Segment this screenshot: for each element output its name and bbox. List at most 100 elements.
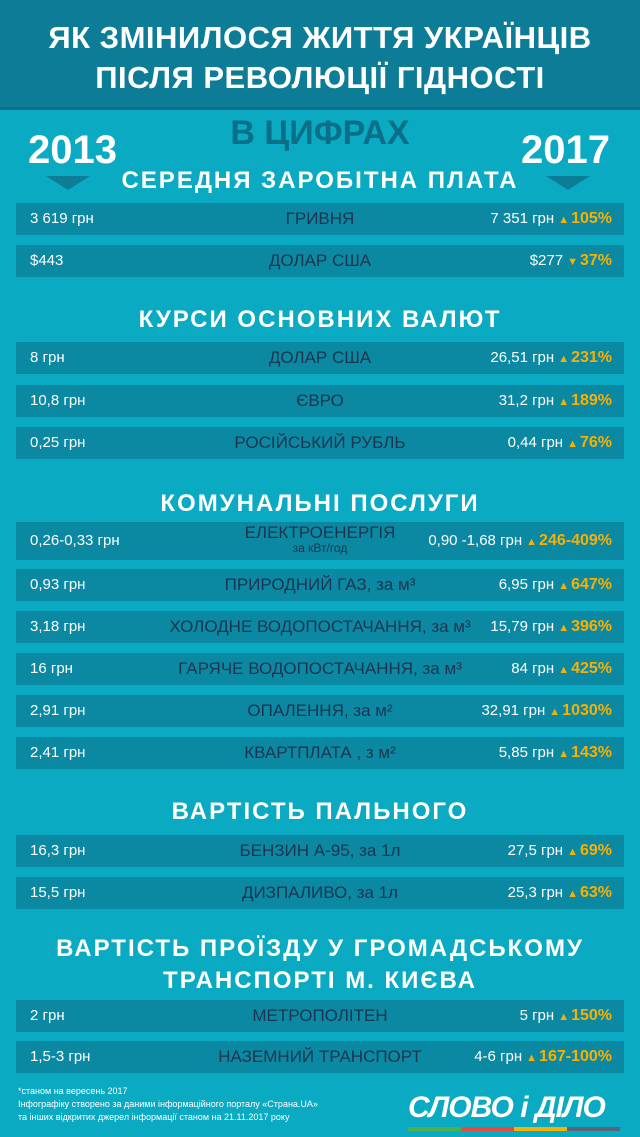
row-label: ДОЛАР США — [16, 251, 624, 271]
footer-notes: *станом на вересень 2017 Інфографіку ств… — [18, 1085, 318, 1124]
value-2013: 15,5 грн — [30, 884, 86, 901]
section-title: СЕРЕДНЯ ЗАРОБІТНА ПЛАТА — [0, 165, 640, 197]
value-2017-group: 15,79 грн ▲ 396% — [490, 618, 612, 636]
label-text: РОСІЙСЬКИЙ РУБЛЬ — [234, 433, 406, 452]
arrow-up-icon: ▲ — [567, 438, 578, 450]
section-title: ВАРТІСТЬ ПАЛЬНОГО — [0, 796, 640, 828]
value-2013: 16 грн — [30, 660, 73, 677]
section-title: ВАРТІСТЬ ПРОЇЗДУ У ГРОМАДСЬКОМУ ТРАНСПОРТ… — [0, 933, 640, 997]
value-2017-group: 5,85 грн ▲ 143% — [499, 744, 612, 762]
arrow-up-icon: ▲ — [526, 536, 538, 548]
value-2017: $277 — [529, 252, 564, 269]
arrow-up-icon: ▲ — [558, 396, 570, 408]
row-label: ОПАЛЕННЯ, за м² — [16, 701, 624, 721]
table-row: 0,93 грн ПРИРОДНИЙ ГАЗ, за м³ 6,95 грн ▲ 6… — [16, 569, 624, 601]
section-title-line: ВАРТІСТЬ ПРОЇЗДУ У ГРОМАДСЬКОМУ — [56, 935, 584, 962]
label-text: БЕНЗИН А-95, за 1л — [239, 841, 401, 860]
value-2013: 0,25 грн — [30, 434, 86, 451]
value-2017: 26,51 грн — [490, 349, 555, 366]
value-2017-group: 25,3 грн ▲ 63% — [508, 884, 612, 902]
value-2017: 5,85 грн — [498, 744, 555, 761]
value-2013: 2,91 грн — [30, 702, 86, 719]
label-text: ХОЛОДНЕ ВОДОПОСТАЧАННЯ, за м³ — [169, 617, 471, 636]
arrow-up-icon: ▲ — [558, 1011, 570, 1023]
label-text: ДИЗПАЛИВО, за 1л — [241, 883, 399, 902]
change-percent: 143% — [571, 744, 612, 761]
change-percent: 63% — [579, 884, 612, 901]
year-left: 2013 — [28, 128, 117, 172]
value-2017-group: 84 грн ▲ 425% — [511, 660, 612, 678]
value-2017: 32,91 грн — [481, 702, 546, 719]
row-label: ХОЛОДНЕ ВОДОПОСТАЧАННЯ, за м³ — [16, 617, 624, 637]
value-2017: 84 грн — [511, 660, 555, 677]
footnote: *станом на вересень 2017 — [18, 1086, 128, 1096]
value-2013: 2 грн — [30, 1007, 65, 1024]
table-row: 8 грн ДОЛАР США 26,51 грн ▲ 231% — [16, 342, 624, 374]
section-title: КОМУНАЛЬНІ ПОСЛУГИ — [0, 488, 640, 520]
label-text: ГАРЯЧЕ ВОДОПОСТАЧАННЯ, за м³ — [178, 659, 462, 678]
value-2017-group: 31,2 грн ▲ 189% — [499, 392, 612, 410]
arrow-up-icon: ▲ — [567, 846, 578, 858]
change-percent: 37% — [579, 252, 612, 269]
arrow-up-icon: ▲ — [567, 888, 578, 900]
table-row: 15,5 грн ДИЗПАЛИВО, за 1л 25,3 грн ▲ 63% — [16, 877, 624, 909]
arrow-up-icon: ▲ — [558, 353, 570, 365]
section-title-line: СЕРЕДНЯ ЗАРОБІТНА ПЛАТА — [121, 167, 519, 194]
triangle-down-icon — [546, 176, 590, 190]
value-2017: 15,79 грн — [490, 618, 555, 635]
value-2013: $443 — [30, 252, 64, 269]
value-2013: 1,5-3 грн — [30, 1048, 91, 1065]
arrow-up-icon: ▲ — [558, 748, 570, 760]
value-2017: 7 351 грн — [490, 210, 555, 227]
label-text: ГРИВНЯ — [285, 209, 355, 228]
label-text: КВАРТПЛАТА , з м² — [244, 743, 396, 762]
change-percent: 1030% — [562, 702, 612, 719]
table-row: 0,25 грн РОСІЙСЬКИЙ РУБЛЬ 0,44 грн ▲ 76% — [16, 427, 624, 459]
triangle-down-icon — [46, 176, 90, 190]
source-note: та інших відкритих джерел інформації ста… — [18, 1112, 290, 1122]
arrow-up-icon: ▲ — [558, 580, 570, 592]
value-2017: 27,5 грн — [507, 842, 564, 859]
label-text: ЄВРО — [296, 391, 344, 410]
change-percent: 105% — [571, 210, 612, 227]
row-label: КВАРТПЛАТА , з м² — [16, 743, 624, 763]
value-2013: 3,18 грн — [30, 618, 86, 635]
value-2017: 6,95 грн — [498, 576, 555, 593]
source-note: Інфографіку створено за даними інформаці… — [18, 1099, 318, 1109]
table-row: 10,8 грн ЄВРО 31,2 грн ▲ 189% — [16, 385, 624, 417]
value-2017: 0,90 -1,68 грн — [428, 532, 523, 549]
section-title-line: ТРАНСПОРТІ М. КИЄВА — [163, 967, 477, 994]
label-text: ДОЛАР США — [268, 251, 372, 270]
change-percent: 231% — [571, 349, 612, 366]
value-2017-group: 5 грн ▲ 150% — [520, 1007, 612, 1025]
row-label: ГРИВНЯ — [16, 209, 624, 229]
row-label: ГАРЯЧЕ ВОДОПОСТАЧАННЯ, за м³ — [16, 659, 624, 679]
value-2017-group: 27,5 грн ▲ 69% — [508, 842, 612, 860]
row-label: МЕТРОПОЛІТЕН — [16, 1006, 624, 1026]
subtitle: В ЦИФРАХ — [230, 114, 410, 152]
value-2013: 2,41 грн — [30, 744, 86, 761]
section-title-line: ВАРТІСТЬ ПАЛЬНОГО — [171, 798, 469, 825]
table-row: 2,91 грн ОПАЛЕННЯ, за м² 32,91 грн ▲ 1030% — [16, 695, 624, 727]
value-2017-group: 0,44 грн ▲ 76% — [508, 434, 612, 452]
label-text: ОПАЛЕННЯ, за м² — [247, 701, 393, 720]
title-line-1: ЯК ЗМІНИЛОСЯ ЖИТТЯ УКРАЇНЦІВ — [48, 20, 592, 55]
logo-color-bar — [408, 1127, 620, 1131]
section-title-line: КОМУНАЛЬНІ ПОСЛУГИ — [160, 490, 480, 517]
label-text: ПРИРОДНИЙ ГАЗ, за м³ — [224, 575, 416, 594]
label-text: НАЗЕМНИЙ ТРАНСПОРТ — [218, 1047, 422, 1066]
value-2017-group: $277 ▼ 37% — [530, 252, 612, 270]
row-label: ДОЛАР США — [16, 348, 624, 368]
row-label: РОСІЙСЬКИЙ РУБЛЬ — [16, 433, 624, 453]
value-2013: 10,8 грн — [30, 392, 86, 409]
arrow-up-icon: ▲ — [549, 706, 561, 718]
table-row: 16 грн ГАРЯЧЕ ВОДОПОСТАЧАННЯ, за м³ 84 г… — [16, 653, 624, 685]
table-row: 3 619 грн ГРИВНЯ 7 351 грн ▲ 105% — [16, 203, 624, 235]
change-percent: 76% — [579, 434, 612, 451]
table-row: 2 грн МЕТРОПОЛІТЕН 5 грн ▲ 150% — [16, 1000, 624, 1032]
value-2013: 3 619 грн — [30, 210, 94, 227]
title-line-2: ПІСЛЯ РЕВОЛЮЦІЇ ГІДНОСТІ — [95, 60, 545, 95]
table-row: $443 ДОЛАР США $277 ▼ 37% — [16, 245, 624, 277]
year-right: 2017 — [521, 128, 610, 172]
value-2013: 16,3 грн — [30, 842, 86, 859]
